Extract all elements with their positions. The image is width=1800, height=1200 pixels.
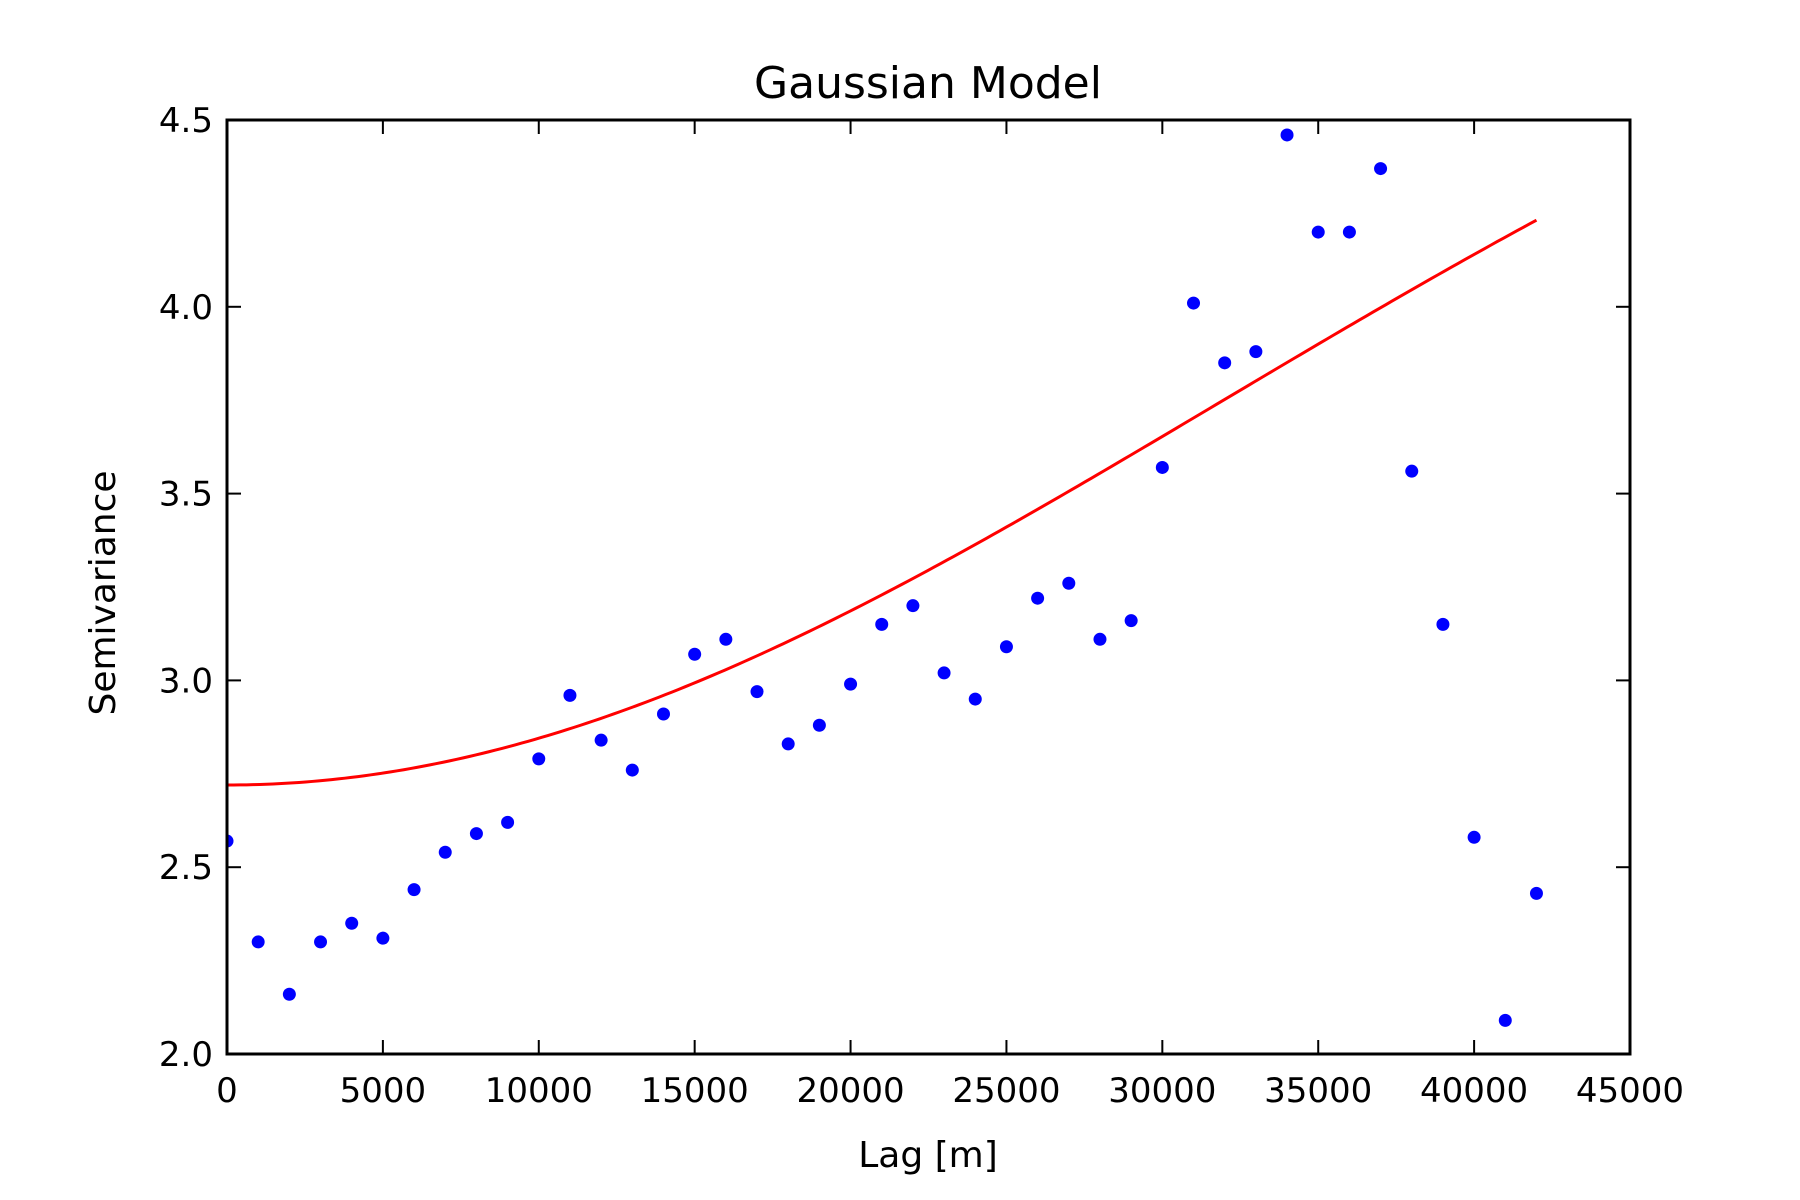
data-point <box>1529 886 1543 900</box>
x-tick-label: 10000 <box>485 1071 593 1111</box>
data-point <box>968 692 982 706</box>
data-point <box>563 688 577 702</box>
data-point <box>314 935 328 949</box>
x-tick-label: 30000 <box>1108 1071 1216 1111</box>
x-tick-label: 0 <box>216 1071 238 1111</box>
y-tick-label: 3.0 <box>159 661 213 701</box>
data-point <box>282 987 296 1001</box>
data-point <box>1342 225 1356 239</box>
data-point <box>1498 1013 1512 1027</box>
data-point <box>1187 296 1201 310</box>
data-point <box>1031 591 1045 605</box>
axis-ticks <box>226 119 1631 1055</box>
data-point <box>656 707 670 721</box>
data-point <box>227 834 234 848</box>
plot-area <box>227 128 1543 1027</box>
chart-title: Gaussian Model <box>754 58 1102 109</box>
data-point <box>1374 162 1388 176</box>
data-point <box>469 827 483 841</box>
data-point <box>750 685 764 699</box>
data-point <box>1311 225 1325 239</box>
data-point <box>345 916 359 930</box>
data-point <box>688 647 702 661</box>
data-point <box>875 617 889 631</box>
data-point <box>1124 614 1138 628</box>
x-tick-label: 20000 <box>796 1071 904 1111</box>
y-tick-label: 4.0 <box>159 288 213 328</box>
data-point <box>594 733 608 747</box>
y-tick-label: 2.0 <box>159 1035 213 1075</box>
x-tick-label: 40000 <box>1420 1071 1528 1111</box>
x-tick-label: 25000 <box>952 1071 1060 1111</box>
data-point <box>999 640 1013 654</box>
data-point <box>1467 830 1481 844</box>
x-tick-label: 35000 <box>1264 1071 1372 1111</box>
data-point <box>501 815 515 829</box>
data-point <box>1280 128 1294 142</box>
data-point <box>625 763 639 777</box>
x-axis-label: Lag [m] <box>858 1135 998 1176</box>
y-tick-label: 4.5 <box>159 101 213 141</box>
data-point <box>532 752 546 766</box>
data-point <box>1405 464 1419 478</box>
data-point <box>376 931 390 945</box>
data-point <box>781 737 795 751</box>
data-point <box>1218 356 1232 370</box>
data-point <box>407 883 421 897</box>
data-point <box>251 935 265 949</box>
data-point <box>438 845 452 859</box>
plot-frame <box>225 118 1632 1056</box>
x-tick-label: 15000 <box>641 1071 749 1111</box>
data-point <box>1249 345 1263 359</box>
x-tick-label: 5000 <box>340 1071 427 1111</box>
data-point <box>719 632 733 646</box>
data-point <box>1155 460 1169 474</box>
y-tick-label: 3.5 <box>159 475 213 515</box>
data-point <box>906 599 920 613</box>
y-tick-label: 2.5 <box>159 848 213 888</box>
data-point <box>844 677 858 691</box>
y-axis-label: Semivariance <box>83 470 124 715</box>
tick-labels: 0 5000 10000 15000 20000 25000 30000 35000 40000… <box>159 101 1684 1111</box>
data-point <box>1062 576 1076 590</box>
data-point <box>1436 617 1450 631</box>
data-point <box>937 666 951 680</box>
x-tick-label: 45000 <box>1576 1071 1684 1111</box>
data-point <box>812 718 826 732</box>
data-point <box>1093 632 1107 646</box>
model-curve <box>227 218 1538 787</box>
